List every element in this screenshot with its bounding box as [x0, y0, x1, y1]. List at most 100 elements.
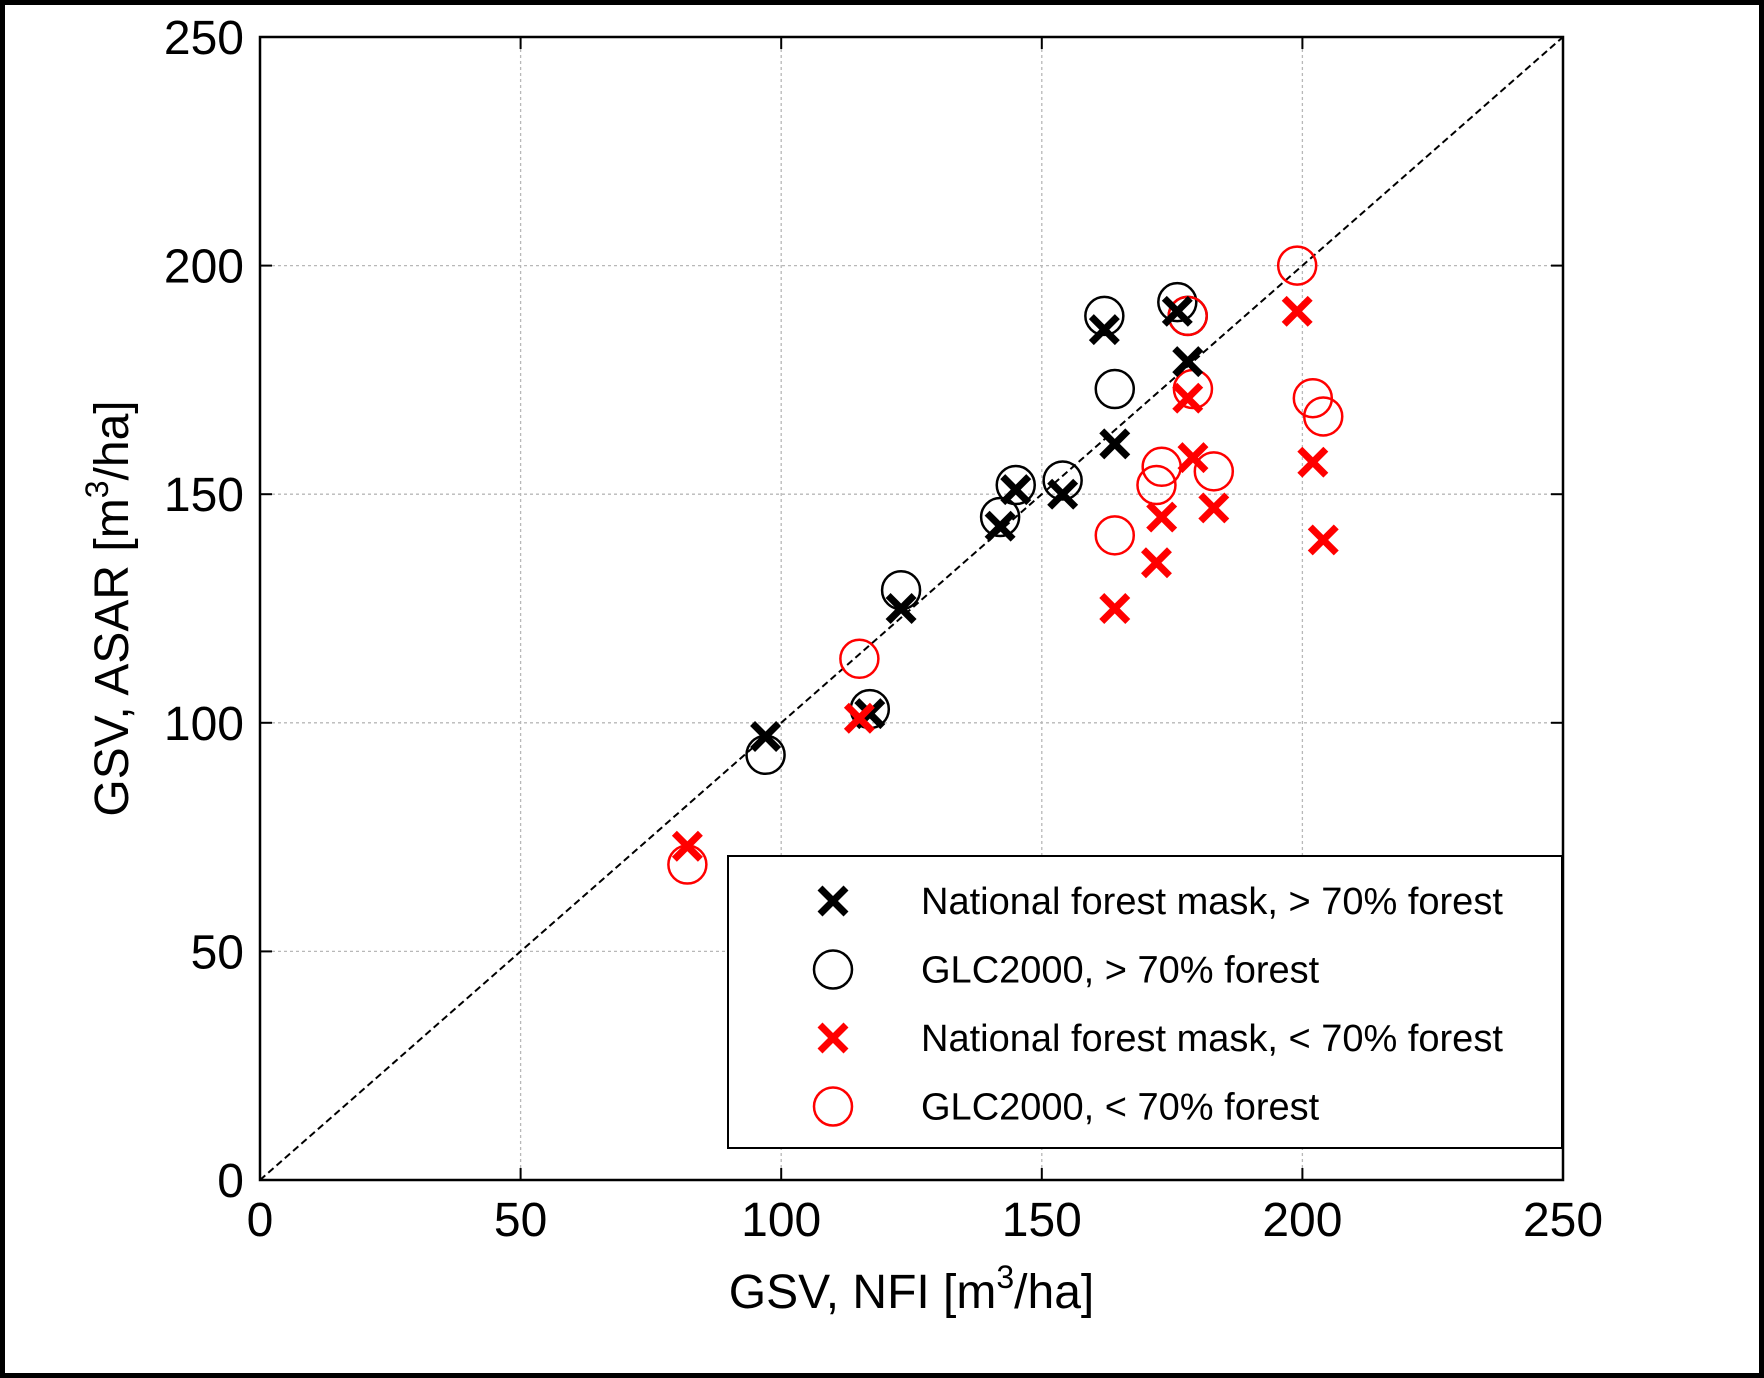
- data-point: [1088, 314, 1120, 346]
- data-point: [1193, 451, 1235, 492]
- legend-marker: [817, 1022, 849, 1054]
- marker-stroke: [817, 885, 849, 917]
- legend: National forest mask, > 70% forest GLC200…: [727, 855, 1563, 1149]
- data-point: [885, 593, 917, 624]
- y-tick-label: 150: [164, 469, 244, 522]
- x-axis-title-tail: /ha]: [1014, 1266, 1094, 1319]
- data-point: [1307, 524, 1339, 556]
- data-point: [1302, 396, 1344, 437]
- plot-area-border: [258, 35, 1565, 1182]
- data-point: [1198, 492, 1230, 524]
- series-1: [750, 295, 1204, 752]
- data-point: [1140, 547, 1172, 579]
- legend-label: GLC2000, > 70% forest: [921, 950, 1320, 992]
- data-point: [1161, 295, 1193, 327]
- data-point: [1099, 593, 1131, 624]
- marker-stroke: [817, 1022, 849, 1054]
- data-point: [1136, 464, 1177, 506]
- data-point: [1000, 474, 1032, 506]
- marker-stroke: [1297, 446, 1329, 478]
- data-point: [1172, 382, 1204, 414]
- grid: [260, 37, 1563, 1180]
- x-axis-title-superscript: 3: [996, 1259, 1014, 1295]
- data-point: [984, 510, 1016, 542]
- x-axis-title-main: GSV, NFI [m: [729, 1266, 997, 1319]
- marker-stroke: [843, 702, 875, 734]
- series-2: [745, 281, 1208, 776]
- legend-label: National forest mask, < 70% forest: [921, 1018, 1503, 1060]
- data-point: [1094, 515, 1136, 556]
- data-point: [671, 830, 703, 862]
- data-point: [1099, 428, 1131, 460]
- y-axis-title-superscript: 3: [79, 480, 115, 498]
- x-tick-label: 0: [247, 1194, 274, 1247]
- data-point: [843, 702, 875, 734]
- data-point: [1157, 281, 1198, 323]
- marker-stroke: [1161, 295, 1193, 327]
- data-point: [1047, 478, 1079, 510]
- marker-stroke: [1172, 382, 1204, 414]
- marker-stroke: [1198, 492, 1230, 524]
- marker-stroke: [750, 721, 782, 752]
- marker-stroke: [1177, 442, 1209, 474]
- data-point: [1146, 501, 1178, 533]
- data-point: [1297, 446, 1329, 478]
- series-3: [671, 295, 1339, 862]
- marker-stroke: [671, 830, 703, 862]
- x-tick-label: 200: [1262, 1194, 1342, 1247]
- data-point: [880, 569, 922, 611]
- legend-label: GLC2000, < 70% forest: [921, 1087, 1320, 1129]
- marker-stroke: [1000, 474, 1032, 506]
- axis-ticks: 0 50 100 150 200 250 0 50 100 150 200 250: [164, 12, 1603, 1247]
- legend-entry-3: National forest mask, < 70% forest: [817, 1018, 1503, 1060]
- x-tick-label: 150: [1002, 1194, 1082, 1247]
- marker-stroke: [1146, 501, 1178, 533]
- one-to-one-reference-line: [259, 36, 1564, 1181]
- data-point: [750, 721, 782, 752]
- y-tick-label: 0: [217, 1155, 244, 1208]
- x-axis-title: GSV, NFI [m3/ha]: [729, 1259, 1094, 1319]
- marker-stroke: [885, 593, 917, 624]
- data-marks: [667, 245, 1344, 885]
- marker-stroke: [1172, 346, 1204, 378]
- data-point: [1276, 245, 1318, 286]
- data-point: [979, 496, 1021, 538]
- legend-entry-4: GLC2000, < 70% forest: [812, 1086, 1320, 1129]
- y-tick-label: 200: [164, 241, 244, 294]
- legend-label: National forest mask, > 70% forest: [921, 881, 1503, 923]
- marker-stroke: [1099, 428, 1131, 460]
- data-point: [1042, 460, 1083, 501]
- x-tick-label: 50: [494, 1194, 547, 1247]
- data-point: [1084, 295, 1125, 337]
- data-point: [1172, 346, 1204, 378]
- x-tick-label: 100: [741, 1194, 821, 1247]
- y-axis-title-tail: /ha]: [86, 400, 139, 480]
- legend-marker: [817, 885, 849, 917]
- marker-stroke: [1281, 295, 1313, 327]
- y-axis-title: GSV, ASAR [m3/ha]: [79, 400, 139, 816]
- data-point: [995, 464, 1036, 506]
- y-axis-title-main: GSV, ASAR [m: [86, 498, 139, 816]
- data-point: [745, 734, 786, 776]
- y-tick-label: 250: [164, 12, 244, 65]
- marker-stroke: [1099, 593, 1131, 624]
- marker-stroke: [1088, 314, 1120, 346]
- data-point: [839, 638, 880, 680]
- y-tick-label: 50: [191, 926, 244, 979]
- legend-entry-2: GLC2000, > 70% forest: [812, 949, 1320, 992]
- data-point: [667, 844, 708, 885]
- legend-entry-1: National forest mask, > 70% forest: [817, 881, 1503, 923]
- x-tick-label: 250: [1523, 1194, 1603, 1247]
- marker-stroke: [1140, 547, 1172, 579]
- data-point: [1281, 295, 1313, 327]
- legend-marker: [812, 949, 854, 990]
- data-point: [1094, 368, 1136, 410]
- marker-stroke: [1307, 524, 1339, 556]
- data-point: [1177, 442, 1209, 474]
- marker-stroke: [1047, 478, 1079, 510]
- marker-stroke: [984, 510, 1016, 542]
- legend-marker: [812, 1086, 854, 1127]
- series-4: [667, 245, 1344, 885]
